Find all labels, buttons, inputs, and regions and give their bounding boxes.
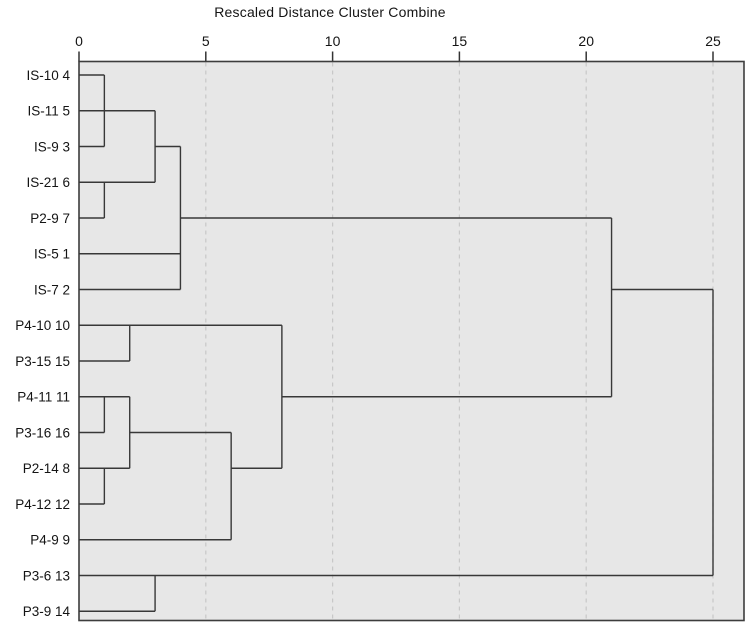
row-label: IS-5 1 xyxy=(34,247,70,262)
chart-title: Rescaled Distance Cluster Combine xyxy=(214,4,446,20)
axis-tick-label: 20 xyxy=(578,33,594,49)
row-label: P2-14 8 xyxy=(23,461,70,476)
row-label: P4-12 12 xyxy=(15,497,70,512)
axis-tick-label: 10 xyxy=(325,33,341,49)
row-label: P3-16 16 xyxy=(15,425,70,440)
row-label: IS-9 3 xyxy=(34,139,70,154)
axis-tick-label: 25 xyxy=(705,33,721,49)
row-label: P2-9 7 xyxy=(30,211,70,226)
row-label: IS-7 2 xyxy=(34,282,70,297)
plot-border xyxy=(78,60,745,622)
row-label: IS-11 5 xyxy=(27,104,70,119)
row-label: P3-9 14 xyxy=(23,604,71,619)
row-label: P3-15 15 xyxy=(15,354,70,369)
row-label: P4-9 9 xyxy=(30,533,70,548)
row-label: IS-10 4 xyxy=(26,68,70,83)
row-label: IS-21 6 xyxy=(26,175,70,190)
axis-tick-label: 5 xyxy=(202,33,210,49)
plot-area xyxy=(79,61,744,621)
row-label: P4-11 11 xyxy=(17,390,70,405)
axis-tick-label: 0 xyxy=(75,33,83,49)
row-label: P4-10 10 xyxy=(15,318,70,333)
row-label: P3-6 13 xyxy=(23,568,70,583)
axis-tick-label: 15 xyxy=(452,33,468,49)
